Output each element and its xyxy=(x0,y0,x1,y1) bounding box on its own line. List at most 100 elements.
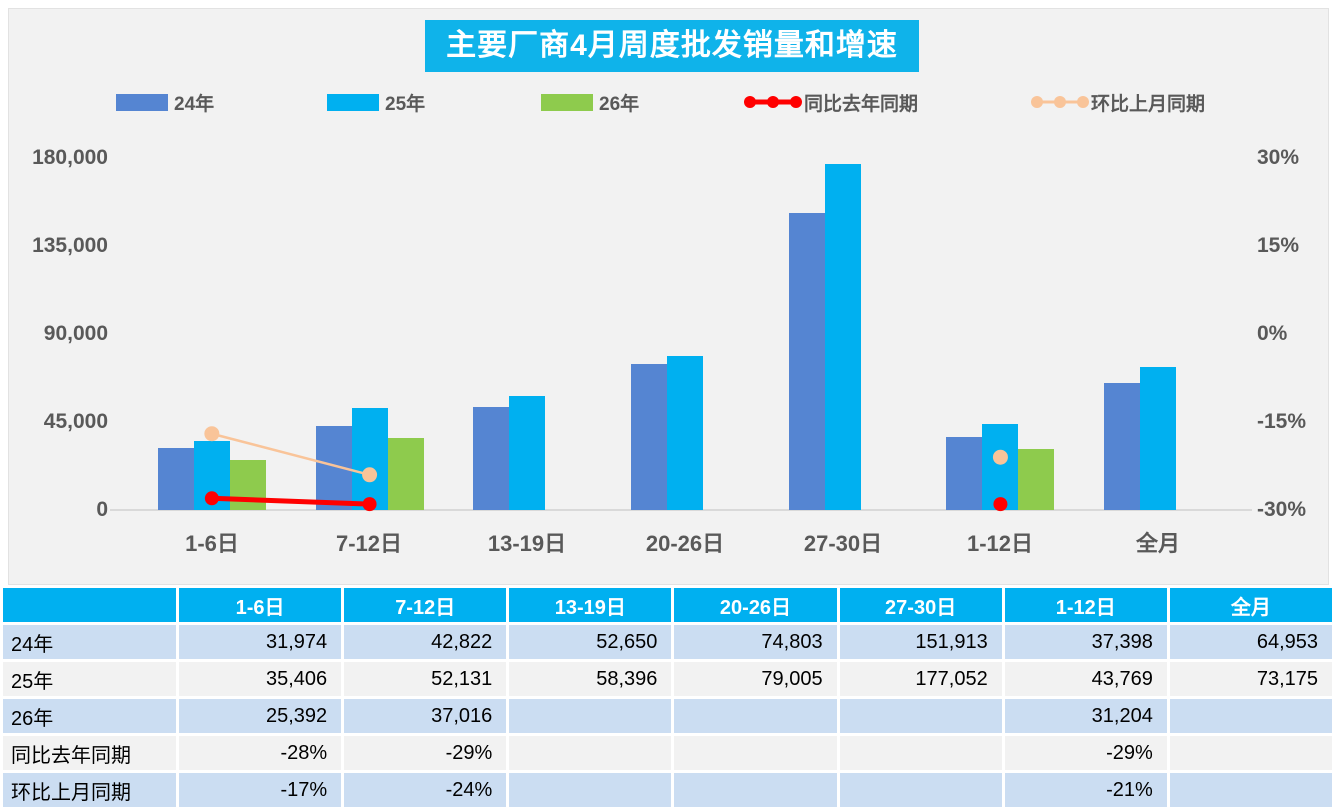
table-cell-26年-13-19日 xyxy=(509,699,672,733)
table-row-同比去年同期: 同比去年同期 -28% -29% -29% xyxy=(3,736,1332,770)
x-axis-label: 1-12日 xyxy=(966,531,1034,556)
line-segment-同比去年同期 xyxy=(209,495,373,507)
table-cell-同比去年同期-7-12日: -29% xyxy=(344,736,507,770)
left-axis-tick: 180,000 xyxy=(32,146,108,169)
left-axis-tick: 90,000 xyxy=(43,322,108,345)
legend-label-mom: 环比上月同期 xyxy=(1091,93,1206,115)
chart-title: 主要厂商4月周度批发销量和增速 xyxy=(425,20,919,72)
legend-swatch-24 xyxy=(116,93,168,111)
left-axis-tick: 45,000 xyxy=(43,410,108,433)
table-header-row: 1-6日 7-12日 13-19日 20-26日 27-30日 1-12日 全月 xyxy=(3,588,1332,622)
table-row-26年: 26年 25,392 37,016 31,204 xyxy=(3,699,1332,733)
plot-area xyxy=(133,158,1237,512)
row-label: 环比上月同期 xyxy=(3,773,176,807)
table-cell-同比去年同期-13-19日 xyxy=(509,736,672,770)
table-cell-环比上月同期-全月 xyxy=(1169,773,1332,807)
right-axis-tick: -15% xyxy=(1257,410,1307,433)
table-cell-24年-27-30日: 151,913 xyxy=(839,625,1002,659)
table-cell-24年-1-6日: 31,974 xyxy=(179,625,342,659)
legend-swatch-25 xyxy=(327,93,379,111)
table-cell-同比去年同期-全月 xyxy=(1169,736,1332,770)
row-label: 同比去年同期 xyxy=(3,736,176,770)
row-label: 24年 xyxy=(3,625,176,659)
table-header-20-26日: 20-26日 xyxy=(674,588,837,622)
left-axis-tick: 0 xyxy=(96,498,108,521)
table-cell-24年-7-12日: 42,822 xyxy=(344,625,507,659)
table-header-1-12日: 1-12日 xyxy=(1004,588,1167,622)
bar-25年-1-12日 xyxy=(982,424,1019,510)
bar-25年-27-30日 xyxy=(824,163,861,510)
bar-24年-全月 xyxy=(1104,383,1141,510)
table-cell-24年-全月: 64,953 xyxy=(1169,625,1332,659)
table-cell-同比去年同期-1-6日: -28% xyxy=(179,736,342,770)
marker-同比去年同期-1-6日 xyxy=(204,491,219,506)
bar-25年-13-19日 xyxy=(509,395,546,510)
table-cell-26年-全月 xyxy=(1169,699,1332,733)
table-cell-26年-1-6日: 25,392 xyxy=(179,699,342,733)
table-cell-环比上月同期-27-30日 xyxy=(839,773,1002,807)
table-header-27-30日: 27-30日 xyxy=(839,588,1002,622)
mom-line-icon xyxy=(1031,94,1089,110)
table-row-环比上月同期: 环比上月同期 -17% -24% -21% xyxy=(3,773,1332,807)
bar-25年-20-26日 xyxy=(667,355,703,510)
marker-环比上月同期-1-6日 xyxy=(204,426,220,442)
table-cell-26年-1-12日: 31,204 xyxy=(1004,699,1167,733)
legend-label-26: 26年 xyxy=(599,93,640,115)
table-cell-环比上月同期-1-12日: -21% xyxy=(1004,773,1167,807)
legend-label-yoy: 同比去年同期 xyxy=(804,93,919,115)
table-cell-环比上月同期-7-12日: -24% xyxy=(344,773,507,807)
left-axis-tick: 135,000 xyxy=(32,234,108,257)
table-cell-24年-13-19日: 52,650 xyxy=(509,625,672,659)
table-cell-25年-20-26日: 79,005 xyxy=(674,662,837,696)
marker-同比去年同期-7-12日 xyxy=(362,497,377,512)
right-axis-tick: 30% xyxy=(1257,146,1300,169)
table-cell-同比去年同期-20-26日 xyxy=(674,736,837,770)
line-segment-环比上月同期 xyxy=(210,432,371,477)
bar-25年-全月 xyxy=(1140,366,1177,510)
table-cell-24年-1-12日: 37,398 xyxy=(1004,625,1167,659)
x-axis-label: 全月 xyxy=(1135,531,1180,556)
x-axis-line xyxy=(110,509,1252,511)
legend-label-25: 25年 xyxy=(385,93,426,115)
bar-24年-1-6日 xyxy=(157,447,194,510)
right-axis-tick: 15% xyxy=(1257,234,1300,257)
legend-item-mom: 环比上月同期 xyxy=(1031,92,1205,115)
table-cell-环比上月同期-1-6日: -17% xyxy=(179,773,342,807)
sales-table-wrap: 1-6日 7-12日 13-19日 20-26日 27-30日 1-12日 全月 24年 31… xyxy=(0,585,1335,810)
table-header-全月: 全月 xyxy=(1169,588,1332,622)
legend-swatch-26 xyxy=(541,93,593,111)
marker-环比上月同期-7-12日 xyxy=(362,467,378,483)
table-cell-同比去年同期-27-30日 xyxy=(839,736,1002,770)
bar-26年-7-12日 xyxy=(387,437,424,510)
table-cell-26年-27-30日 xyxy=(839,699,1002,733)
legend-item-yoy: 同比去年同期 xyxy=(744,92,918,115)
bar-25年-7-12日 xyxy=(351,408,388,510)
yoy-line-icon xyxy=(744,94,802,110)
x-axis-label: 1-6日 xyxy=(185,531,239,556)
table-cell-25年-1-6日: 35,406 xyxy=(179,662,342,696)
bar-24年-13-19日 xyxy=(473,407,510,510)
marker-环比上月同期-1-12日 xyxy=(992,449,1008,465)
table-header-7-12日: 7-12日 xyxy=(344,588,507,622)
bar-24年-1-12日 xyxy=(946,436,983,510)
table-corner-cell xyxy=(3,588,176,622)
x-axis-label: 27-30日 xyxy=(803,531,883,556)
table-header-1-6日: 1-6日 xyxy=(179,588,342,622)
right-axis-tick: -30% xyxy=(1257,498,1307,521)
table-cell-25年-13-19日: 58,396 xyxy=(509,662,672,696)
table-row-24年: 24年 31,974 42,822 52,650 74,803 151,913 37,398… xyxy=(3,625,1332,659)
right-axis-tick: 0% xyxy=(1257,322,1288,345)
marker-同比去年同期-1-12日 xyxy=(993,497,1008,512)
legend-item-24: 24年 xyxy=(116,92,214,115)
x-axis-label: 7-12日 xyxy=(335,531,403,556)
table-cell-24年-20-26日: 74,803 xyxy=(674,625,837,659)
table-cell-环比上月同期-13-19日 xyxy=(509,773,672,807)
table-row-25年: 25年 35,406 52,131 58,396 79,005 177,052 43,769… xyxy=(3,662,1332,696)
table-cell-25年-7-12日: 52,131 xyxy=(344,662,507,696)
table-cell-25年-1-12日: 43,769 xyxy=(1004,662,1167,696)
table-cell-26年-20-26日 xyxy=(674,699,837,733)
legend-item-25: 25年 xyxy=(327,92,425,115)
x-axis-label: 13-19日 xyxy=(487,531,567,556)
x-axis-label: 20-26日 xyxy=(645,531,725,556)
row-label: 25年 xyxy=(3,662,176,696)
